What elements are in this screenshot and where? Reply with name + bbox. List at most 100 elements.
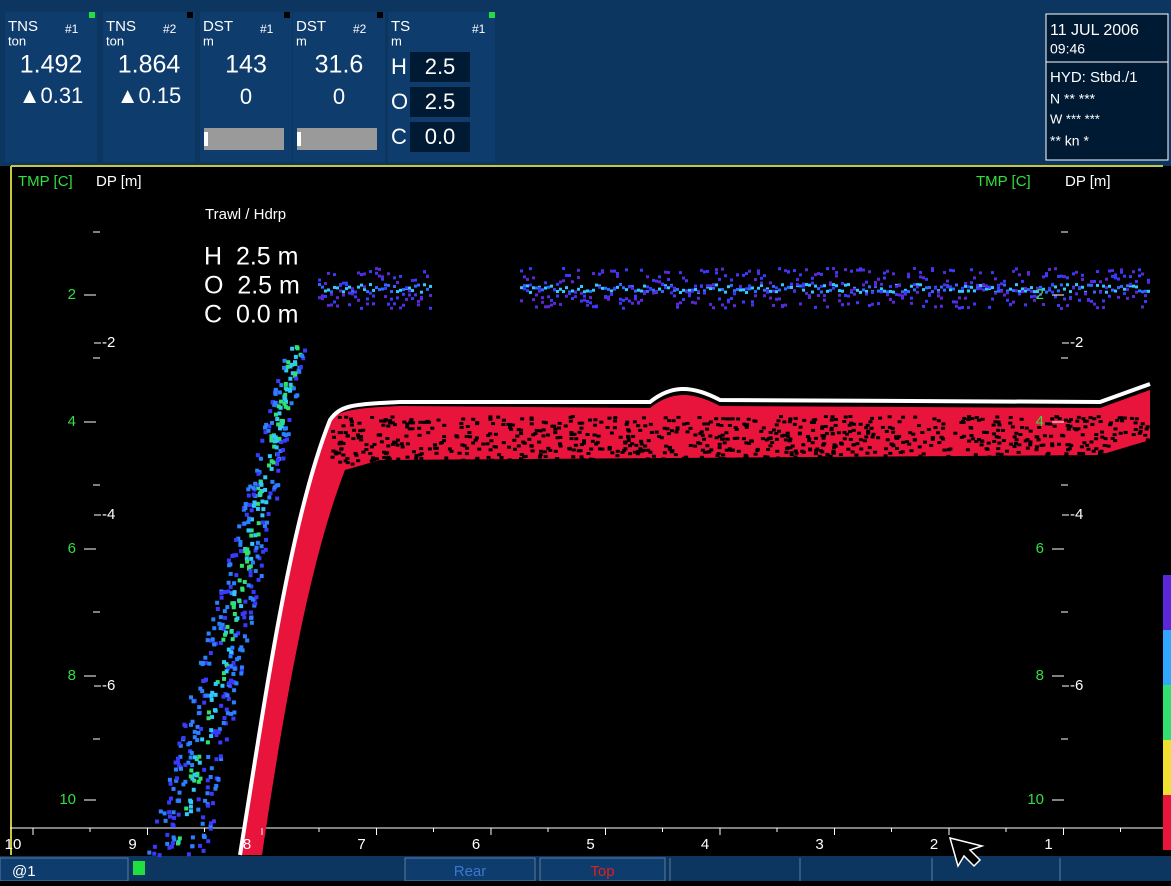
panel-indicator (489, 12, 495, 18)
echo-pixel (1146, 441, 1150, 444)
echo-pixel (275, 417, 279, 421)
echo-pixel (607, 288, 610, 291)
echo-pixel (276, 469, 280, 473)
echo-pixel (270, 467, 274, 471)
echo-pixel (531, 449, 535, 452)
panel-value: 143 (225, 51, 267, 79)
echo-pixel (396, 290, 399, 293)
echo-pixel (363, 285, 366, 288)
echo-pixel (405, 286, 408, 289)
echo-pixel (358, 429, 362, 432)
echo-pixel (775, 286, 778, 289)
echo-pixel (745, 426, 749, 429)
echo-pixel (1081, 274, 1084, 277)
echo-pixel (249, 534, 253, 538)
echo-pixel (1132, 285, 1135, 288)
echo-pixel (1108, 295, 1111, 298)
echo-pixel (601, 271, 604, 274)
echo-pixel (219, 615, 223, 619)
echo-pixel (1120, 268, 1123, 271)
echo-pixel (393, 302, 396, 305)
echo-pixel (871, 435, 875, 438)
footer-tab-label[interactable]: @1 (12, 863, 36, 880)
echo-pixel (1057, 459, 1061, 462)
echo-pixel (766, 448, 770, 451)
echo-pixel (721, 453, 725, 456)
echo-pixel (282, 366, 286, 370)
echo-pixel (553, 431, 557, 434)
echo-pixel (249, 564, 253, 568)
echo-pixel (261, 507, 265, 511)
echo-pixel (270, 480, 274, 484)
echo-pixel (937, 294, 940, 297)
echo-pixel (252, 504, 256, 508)
echo-pixel (1120, 285, 1123, 288)
tmp-tick-label: 6 (68, 540, 76, 557)
echo-pixel (842, 431, 846, 434)
echo-pixel (880, 287, 883, 290)
echo-pixel (931, 290, 934, 293)
footer-tab-label[interactable]: Top (590, 863, 614, 880)
echo-pixel (604, 295, 607, 298)
panel-unit: m (391, 33, 402, 48)
echo-pixel (848, 424, 852, 427)
echo-pixel (572, 448, 576, 451)
echo-pixel (962, 417, 966, 420)
echo-pixel (800, 450, 804, 453)
echo-pixel (288, 377, 292, 381)
footer-tab-label[interactable]: Rear (454, 863, 487, 880)
echo-pixel (196, 725, 200, 729)
echo-pixel (643, 292, 646, 295)
dp-tick-label: -4 (102, 506, 115, 523)
echo-pixel (1015, 289, 1018, 292)
echo-pixel (862, 283, 865, 286)
echo-pixel (200, 689, 204, 693)
echo-pixel (231, 717, 235, 721)
echo-pixel (929, 444, 933, 447)
echo-pixel (724, 291, 727, 294)
echo-pixel (772, 429, 776, 432)
echo-pixel (222, 721, 226, 725)
echo-pixel (1113, 433, 1117, 436)
echo-pixel (245, 638, 249, 642)
echo-pixel (891, 427, 895, 430)
echo-pixel (282, 402, 286, 406)
echo-pixel (751, 300, 754, 303)
echo-pixel (250, 621, 254, 625)
echo-pixel (543, 450, 547, 453)
echo-pixel (574, 291, 577, 294)
echo-pixel (225, 605, 229, 609)
echo-pixel (152, 852, 156, 856)
echo-pixel (1053, 425, 1057, 428)
echo-pixel (189, 800, 193, 804)
echo-pixel (670, 284, 673, 287)
echo-pixel (779, 415, 783, 418)
echo-pixel (1115, 419, 1119, 422)
echo-pixel (1081, 417, 1085, 420)
echo-pixel (698, 442, 702, 445)
echo-pixel (868, 446, 872, 449)
ts-key: H (391, 54, 407, 79)
echo-pixel (595, 463, 599, 466)
x-tick-label: 10 (5, 836, 22, 853)
echo-pixel (437, 419, 441, 422)
echo-pixel (191, 844, 195, 848)
echo-pixel (1124, 462, 1128, 465)
echo-pixel (799, 273, 802, 276)
echo-pixel (997, 423, 1001, 426)
echo-pixel (502, 441, 506, 444)
color-scale (1163, 630, 1171, 685)
echo-pixel (639, 440, 643, 443)
echo-pixel (189, 768, 193, 772)
echo-pixel (275, 497, 279, 501)
echo-pixel (932, 417, 936, 420)
echo-pixel (246, 520, 250, 524)
echo-pixel (284, 426, 288, 430)
echo-pixel (348, 303, 351, 306)
echo-pixel (919, 275, 922, 278)
echo-pixel (454, 434, 458, 437)
echo-pixel (586, 304, 589, 307)
echo-pixel (645, 461, 649, 464)
echo-pixel (497, 453, 501, 456)
echo-pixel (580, 427, 584, 430)
